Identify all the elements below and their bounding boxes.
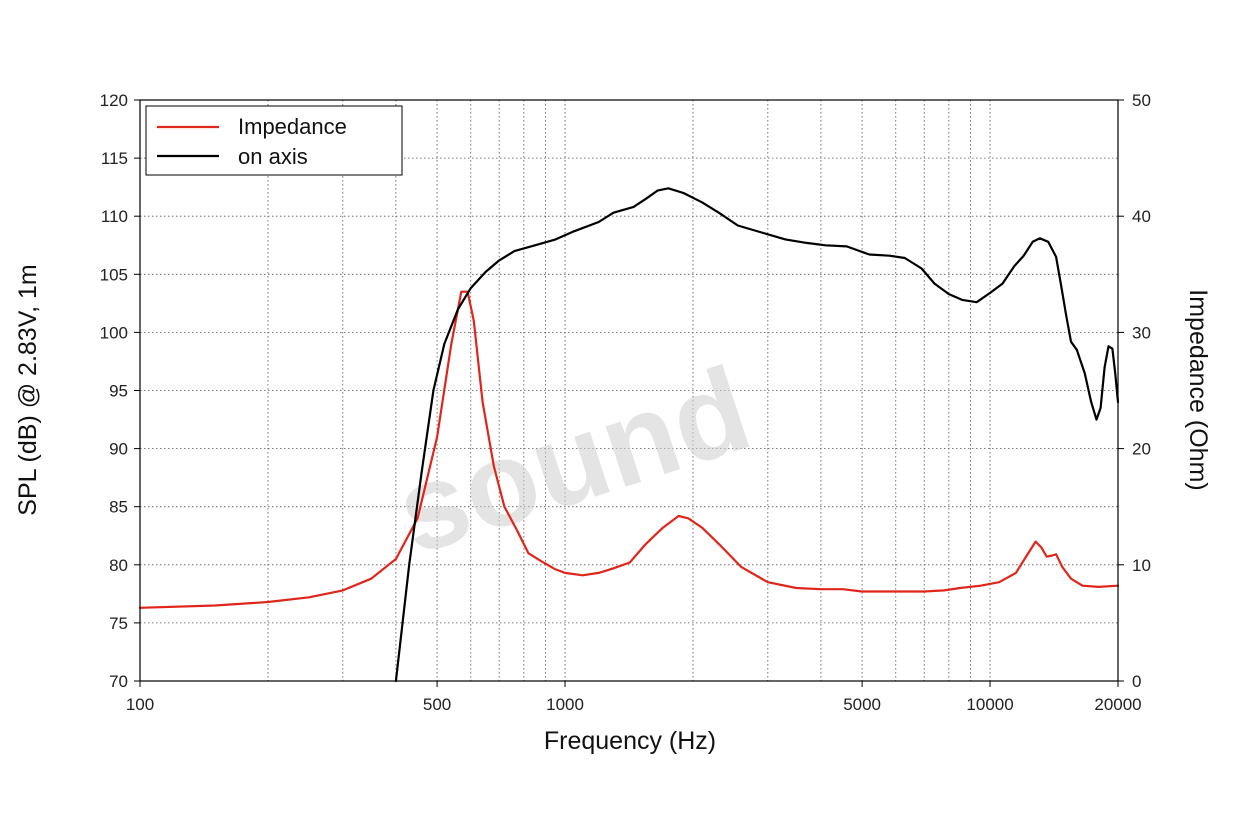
left-tick-label: 95 [109,382,128,401]
left-axis-ticks: 70 75 80 85 90 95 100 105 110 115 120 [100,91,140,691]
right-tick-label: 50 [1132,91,1151,110]
grid-lines [140,100,1118,681]
left-tick-label: 75 [109,614,128,633]
right-tick-label: 10 [1132,556,1151,575]
left-tick-label: 105 [100,265,128,284]
right-tick-label: 0 [1132,672,1141,691]
left-tick-label: 90 [109,440,128,459]
series-lines [138,187,1120,683]
right-axis-ticks: 0 10 20 30 40 50 [1118,91,1151,691]
legend: Impedance on axis [145,105,403,176]
x-tick-label: 1000 [546,695,584,714]
left-tick-label: 110 [101,207,128,226]
right-tick-label: 20 [1132,440,1151,459]
x-tick-label: 10000 [966,695,1013,714]
x-axis-ticks: 100 500 1000 5000 10000 20000 [126,681,1142,714]
x-axis-title: Frequency (Hz) [544,727,716,755]
left-tick-label: 115 [101,149,128,168]
watermark: sound [381,341,765,580]
legend-label-impedance: Impedance [238,114,347,139]
x-tick-label: 5000 [843,695,881,714]
legend-label-on-axis: on axis [238,144,308,169]
series-line-impedance [138,290,1120,609]
left-tick-label: 100 [100,323,128,342]
right-axis-title: Impedance (Ohm) [1184,289,1212,490]
left-axis-title: SPL (dB) @ 2.83V, 1m [14,264,42,515]
watermark-text: sound [381,341,765,580]
left-tick-label: 120 [100,91,128,110]
left-tick-label: 80 [109,556,128,575]
left-tick-label: 70 [109,672,128,691]
right-tick-label: 30 [1132,323,1151,342]
x-tick-label: 20000 [1094,695,1141,714]
series-line-on-axis [394,187,1120,683]
left-tick-label: 85 [109,498,128,517]
right-tick-label: 40 [1132,207,1151,226]
legend-box [145,105,403,176]
x-tick-label: 100 [126,695,154,714]
x-tick-label: 500 [423,695,451,714]
